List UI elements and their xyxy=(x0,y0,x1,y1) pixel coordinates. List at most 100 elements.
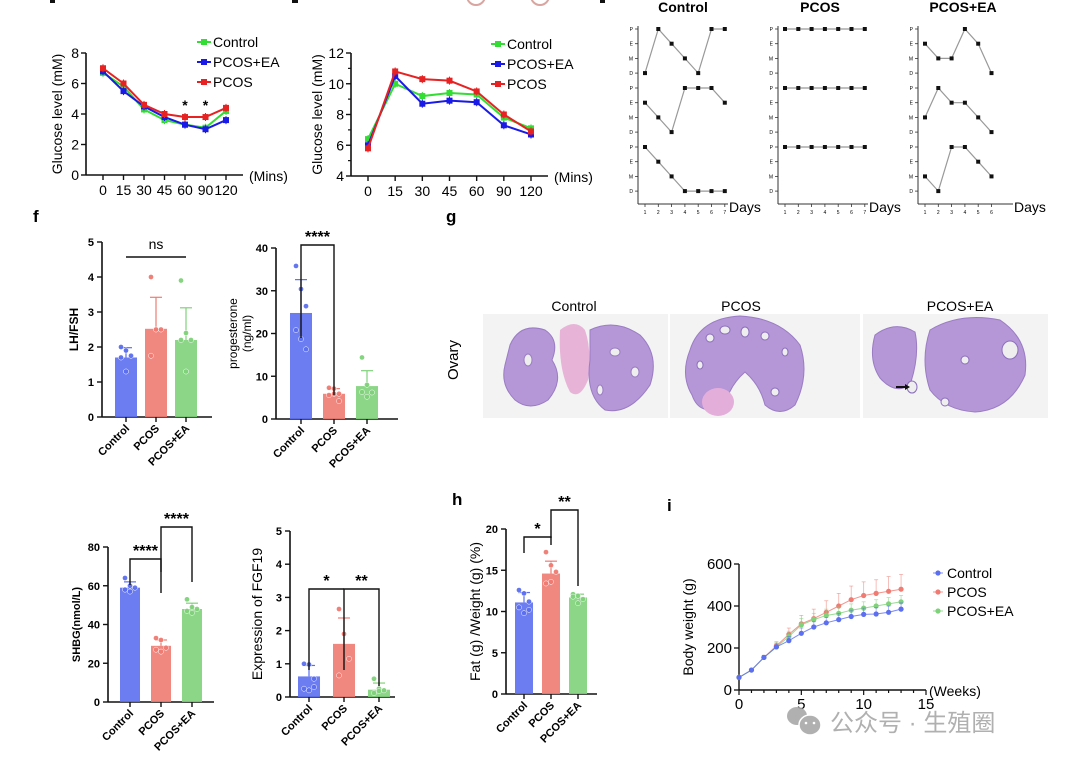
stage-label: P xyxy=(770,27,774,33)
stage-label: E xyxy=(630,160,634,166)
y-tick-label: 4 xyxy=(336,168,344,184)
cycle-point xyxy=(923,115,927,120)
y-tick-label: 400 xyxy=(707,598,732,615)
cycle-point xyxy=(849,145,854,149)
data-point xyxy=(376,688,382,694)
cycle-point xyxy=(936,56,941,61)
data-point xyxy=(127,588,133,595)
data-point xyxy=(158,637,164,643)
y-axis-label: (ng/ml) xyxy=(240,315,254,352)
cycle-point xyxy=(722,100,727,105)
data-point xyxy=(178,337,184,343)
x-tick-label: Control xyxy=(271,425,307,461)
data-point xyxy=(521,610,527,617)
y-tick-label: 3 xyxy=(276,592,282,604)
day-label: 5 xyxy=(977,210,980,216)
data-point xyxy=(118,344,124,350)
series-line-control xyxy=(738,608,902,678)
stage-label: P xyxy=(630,145,634,151)
data-point xyxy=(446,97,453,104)
significance-bracket xyxy=(550,509,579,586)
data-point xyxy=(128,352,134,359)
data-point xyxy=(153,326,159,333)
data-point xyxy=(823,620,829,626)
x-tick-label: 15 xyxy=(918,696,935,713)
cycle-point xyxy=(669,130,674,135)
cycle-point xyxy=(643,71,647,76)
y-tick-label: 0 xyxy=(724,682,732,699)
data-point xyxy=(886,601,892,607)
stage-label: P xyxy=(910,145,914,151)
histology-column-label: Control xyxy=(551,298,596,314)
significance-bracket xyxy=(308,588,344,670)
data-point xyxy=(306,687,312,694)
day-label: 4 xyxy=(824,210,827,216)
day-label: 2 xyxy=(657,210,660,216)
significance-label: ** xyxy=(355,573,368,590)
legend-marker xyxy=(495,61,501,67)
significance-bracket xyxy=(160,526,193,582)
significance-marker: * xyxy=(203,97,209,113)
x-tick-label: 60 xyxy=(177,182,193,198)
cycle-panel-title: PCOS xyxy=(800,0,840,15)
bar-control xyxy=(290,312,312,419)
cycle-panel-control: Control Days D M E P D M E P D M E P 1 2 3 4 5 6 7 xyxy=(629,0,761,216)
cycle-point xyxy=(862,27,867,31)
cycle-point xyxy=(976,159,981,164)
significance-label: * xyxy=(323,573,330,590)
stage-label: E xyxy=(770,160,774,166)
cycle-trace xyxy=(924,86,992,133)
data-point xyxy=(811,617,817,623)
cycle-point xyxy=(849,86,854,90)
histology-column-label: PCOS+EA xyxy=(927,298,994,314)
x-tick-label: 0 xyxy=(364,183,372,199)
day-label: 5 xyxy=(697,210,700,216)
histology-image-pcos-ea xyxy=(863,314,1048,418)
data-point xyxy=(141,101,147,108)
cycle-point xyxy=(656,27,661,31)
data-point xyxy=(326,392,332,398)
data-point xyxy=(122,586,128,593)
stage-label: M xyxy=(629,115,633,121)
day-label: 4 xyxy=(964,210,967,216)
data-point xyxy=(336,390,342,397)
x-tick-label: Control xyxy=(494,700,530,736)
data-point xyxy=(223,117,229,124)
y-tick-label: 6 xyxy=(71,76,79,92)
cycle-point xyxy=(696,71,701,76)
day-label: 5 xyxy=(837,210,840,216)
day-label: 3 xyxy=(950,210,953,216)
data-point xyxy=(346,655,352,662)
watermark-text: 公众号 · 生殖圈 xyxy=(830,710,995,737)
data-point xyxy=(120,88,127,95)
panel-letter-g: g xyxy=(446,207,456,226)
cycle-point xyxy=(682,86,687,90)
watermark: 公众号 · 生殖圈 xyxy=(787,707,995,737)
y-tick-label: 600 xyxy=(707,556,732,573)
cycle-point xyxy=(783,86,787,90)
legend-label: PCOS+EA xyxy=(507,56,574,72)
data-point xyxy=(526,598,532,605)
data-point xyxy=(748,667,755,673)
stage-label: E xyxy=(630,101,634,107)
data-point xyxy=(364,381,370,388)
y-tick-label: 5 xyxy=(492,648,498,660)
cycle-trace xyxy=(644,146,725,192)
data-point xyxy=(548,562,554,569)
bar-pcos-ea xyxy=(175,340,197,417)
data-point xyxy=(359,389,365,395)
legend-label: PCOS+EA xyxy=(947,603,1014,619)
data-point xyxy=(392,68,399,75)
day-label: 3 xyxy=(670,210,673,216)
x-tick-label: 45 xyxy=(442,183,458,199)
cycle-point xyxy=(722,27,727,31)
x-axis-label: (Mins) xyxy=(249,168,288,184)
y-tick-label: 0 xyxy=(71,167,79,183)
stage-label: P xyxy=(910,27,914,33)
data-point xyxy=(521,590,527,597)
y-tick-label: 20 xyxy=(88,658,100,670)
stage-label: D xyxy=(909,189,913,195)
y-tick-label: 1 xyxy=(276,659,282,671)
